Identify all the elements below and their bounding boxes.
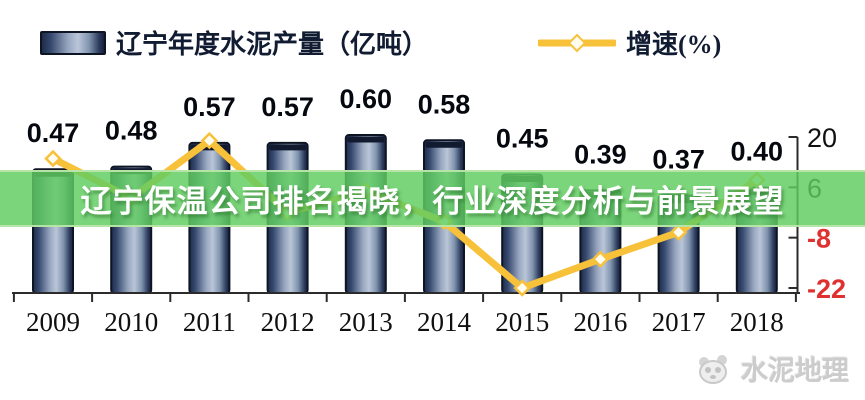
value-label-2012: 0.57 — [261, 92, 314, 122]
bar-cap-2014 — [425, 141, 463, 148]
year-label-2010: 2010 — [104, 307, 158, 337]
value-label-2018: 0.40 — [731, 137, 784, 167]
value-label-2009: 0.47 — [27, 118, 80, 148]
line-series-swatch — [538, 33, 616, 52]
value-label-2011: 0.57 — [183, 92, 236, 122]
line-series-label: 增速(%) — [626, 30, 722, 59]
bar-cap-2012 — [269, 144, 307, 151]
value-label-2016: 0.39 — [574, 139, 627, 169]
growth-marker-2016 — [591, 250, 610, 268]
watermark: 水泥地理 — [691, 349, 849, 388]
bar-series-label: 辽宁年度水泥产量（亿吨） — [116, 30, 429, 59]
year-label-2014: 2014 — [417, 307, 472, 337]
growth-marker-2015 — [513, 279, 531, 297]
growth-marker-2011 — [200, 131, 219, 150]
legend: 辽宁年度水泥产量（亿吨） 增速(%) — [0, 24, 865, 61]
headline-text: 辽宁保温公司排名揭晓，行业深度分析与前景展望 — [80, 184, 785, 219]
year-label-2016: 2016 — [573, 307, 627, 337]
right-axis-label--8: -8 — [807, 224, 831, 254]
year-label-2011: 2011 — [183, 307, 236, 337]
panda-logo-icon — [699, 354, 727, 384]
diamond-marker-icon — [567, 33, 587, 52]
year-label-2015: 2015 — [495, 307, 549, 337]
legend-item-production: 辽宁年度水泥产量（亿吨） — [40, 24, 428, 61]
bar-cap-2013 — [347, 136, 385, 143]
year-label-2018: 2018 — [730, 307, 784, 337]
year-label-2017: 2017 — [652, 307, 706, 337]
headline-banner: 辽宁保温公司排名揭晓，行业深度分析与前景展望 — [0, 170, 865, 227]
value-label-2017: 0.37 — [652, 145, 705, 175]
value-label-2015: 0.45 — [496, 124, 549, 154]
right-axis-label-20: 20 — [807, 123, 837, 153]
value-label-2014: 0.58 — [418, 89, 471, 119]
watermark-label: 水泥地理 — [741, 356, 849, 386]
year-label-2013: 2013 — [339, 307, 393, 337]
year-label-2012: 2012 — [261, 307, 315, 337]
year-label-2009: 2009 — [26, 307, 80, 337]
legend-item-growth: 增速(%) — [538, 24, 721, 61]
value-label-2010: 0.48 — [105, 116, 158, 146]
value-label-2013: 0.60 — [340, 84, 393, 114]
growth-marker-2017 — [669, 223, 688, 242]
bar-series-swatch — [40, 30, 106, 55]
growth-marker-2009 — [44, 149, 62, 168]
right-axis-label--22: -22 — [807, 274, 846, 304]
